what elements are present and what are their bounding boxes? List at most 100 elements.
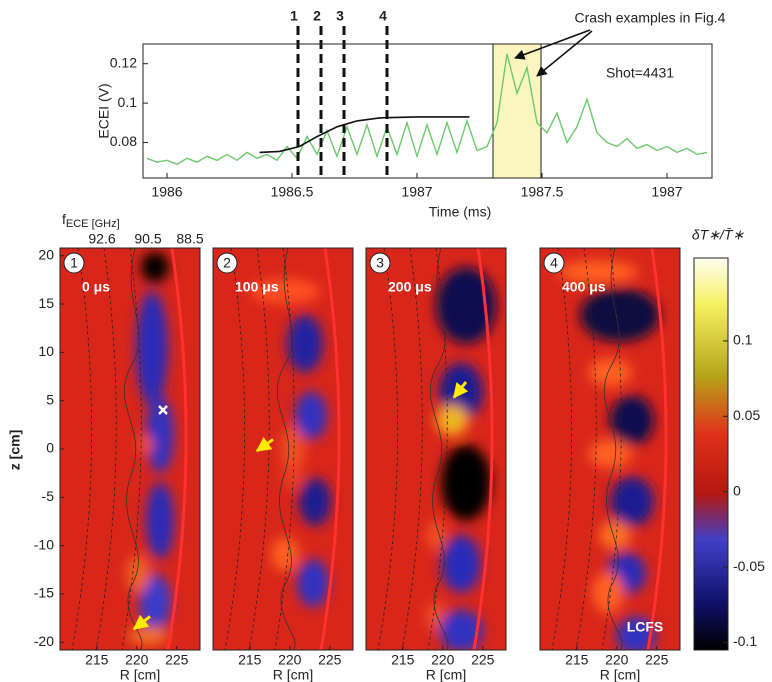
x-tick-label: 1987 [401,184,432,200]
annotation-arrow [514,29,591,60]
blob [441,535,481,593]
blob [141,251,169,283]
flux-surface [601,248,622,650]
contour [123,248,143,650]
x-axis-label: R [cm] [600,667,640,682]
time-marker-label: 3 [336,8,344,24]
blob [610,395,654,446]
plot-frame [142,43,713,179]
x-marker [158,405,168,415]
y-tick-label: 5 [46,391,54,407]
contour [429,248,449,650]
colorbar-tick-label: 0.05 [733,407,760,423]
flux-surface [377,248,399,650]
blob [426,519,446,551]
blob [588,358,632,387]
freq-tick-label: 92.6 [88,231,115,247]
x-axis-label: Time (ms) [429,204,491,220]
x-tick-label: 225 [318,652,342,668]
colorbar-tick-label: -0.05 [733,558,765,574]
blob [128,626,168,646]
blob [271,537,299,572]
y-axis-label: ECEI (V) [96,83,112,138]
flux-surface [95,248,117,650]
x-tick-label: 1986.5 [271,184,314,200]
x-tick-label: 215 [391,652,415,668]
colorbar-tick-label: 0.1 [733,332,753,348]
flux-surface [121,248,142,650]
panel-image [366,248,506,650]
panel-number-badge [63,252,85,274]
y-tick-label: -5 [42,488,55,504]
freq-tick-label: 88.5 [176,231,203,247]
blob [299,477,331,526]
x-axis-label: R [cm] [120,667,160,682]
x-tick-label: 225 [471,652,495,668]
colorbar-label: δT∗/T̄∗ [692,227,745,243]
panel-frame [539,247,681,651]
freq-axis-label: fECE [GHz] [62,211,120,230]
blob [295,391,327,440]
panel-number: 3 [376,255,384,271]
x-tick-label: 215 [85,652,109,668]
x-tick-label: 220 [605,652,629,668]
series-line [259,116,470,154]
annotation: Crash examples in Fig.4 [575,10,726,26]
blob [446,414,458,427]
panel-frame [212,247,354,651]
blob [592,571,624,614]
panel-time: 200 μs [388,279,432,295]
blob [599,520,631,550]
x-tick-label: 220 [431,652,455,668]
panel-frame [365,247,507,651]
panel-time: 100 μs [235,279,279,295]
lcfs [166,248,188,650]
highlight-box [492,43,542,179]
freq-tick-label: 90.5 [134,231,161,247]
blob [439,609,483,650]
flux-surface [248,248,270,650]
blob [297,559,329,607]
y-tick-label: 0 [46,440,54,456]
blob [616,616,656,650]
colorbar-tick-label: 0 [733,482,741,498]
blob [287,315,323,373]
flux-surface [427,248,448,650]
heatmap-panel: 10 μs [59,247,201,651]
time-marker-label: 2 [313,8,321,24]
panel-blobs [426,267,496,650]
y-axis-label: z [cm] [7,430,23,470]
yellow-arrow [452,381,469,399]
lcfs-label: LCFS [627,619,664,635]
colorbar-tick-label: -0.1 [733,633,757,649]
panel-image [540,248,680,650]
time-marker-label: 1 [290,8,298,24]
blob [558,260,638,284]
panel-image [60,248,200,650]
freq-symbol: f [62,211,66,227]
blob [441,444,491,521]
freq-unit: ECE [GHz] [66,218,120,230]
panel-number: 1 [70,255,78,271]
y-tick-label: -10 [34,536,54,552]
annotation-arrow [536,30,593,77]
panel-number: 4 [550,255,558,271]
y-tick-label: -20 [34,633,54,649]
flux-surface [551,248,573,650]
yellow-arrow [255,436,274,453]
time-marker-label: 4 [379,8,387,24]
panel-number-badge [369,252,391,274]
y-tick-label: 0.12 [110,54,137,70]
y-tick-label: 0.1 [118,94,138,110]
blob [580,288,660,342]
blob [146,482,174,560]
lcfs [319,248,341,650]
blob [146,396,174,473]
y-tick-label: 20 [38,246,54,262]
y-tick-label: 10 [38,343,54,359]
x-tick-label: 1986 [151,184,182,200]
x-tick-label: 225 [165,652,189,668]
blob [126,554,150,593]
